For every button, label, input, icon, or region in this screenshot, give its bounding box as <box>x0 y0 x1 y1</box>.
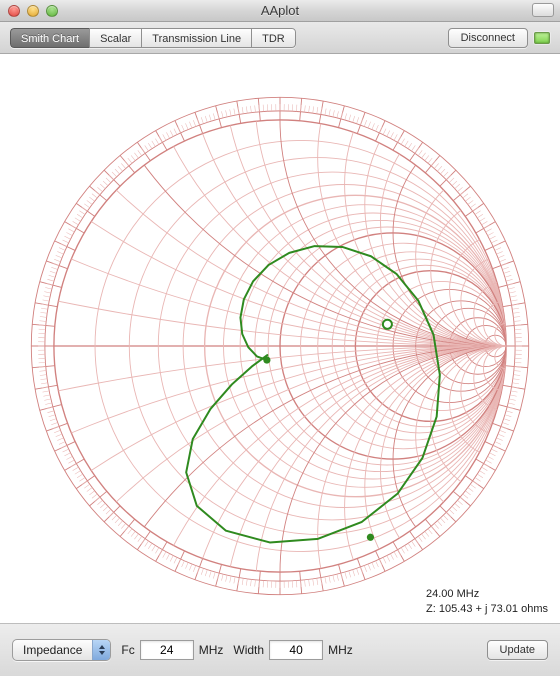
update-button[interactable]: Update <box>487 640 548 660</box>
tab-transmission-line[interactable]: Transmission Line <box>141 28 251 48</box>
window-titlebar: AAplot <box>0 0 560 22</box>
close-icon[interactable] <box>8 5 20 17</box>
controls-bar: Impedance Fc MHz Width MHz Update <box>0 624 560 676</box>
readout-impedance: Z: 105.43 + j 73.01 ohms <box>426 602 548 617</box>
mode-select-label: Impedance <box>13 643 92 657</box>
mode-select[interactable]: Impedance <box>12 639 111 661</box>
window-title: AAplot <box>0 3 560 18</box>
traffic-lights <box>8 5 58 17</box>
fc-unit: MHz <box>199 643 224 657</box>
minimize-icon[interactable] <box>27 5 39 17</box>
smith-chart <box>20 86 540 606</box>
tab-tdr[interactable]: TDR <box>251 28 296 48</box>
readout-block: 24.00 MHz Z: 105.43 + j 73.01 ohms <box>426 587 548 617</box>
readout-frequency: 24.00 MHz <box>426 587 548 602</box>
connection-led-icon <box>534 32 550 44</box>
fc-label: Fc <box>121 643 134 657</box>
view-tabs: Smith Chart Scalar Transmission Line TDR <box>10 28 296 48</box>
toolbar: Smith Chart Scalar Transmission Line TDR… <box>0 22 560 54</box>
chart-canvas-area: 24.00 MHz Z: 105.43 + j 73.01 ohms <box>0 54 560 624</box>
chevron-updown-icon <box>92 640 110 660</box>
width-label: Width <box>233 643 264 657</box>
tab-smith-chart[interactable]: Smith Chart <box>10 28 89 48</box>
zoom-icon[interactable] <box>46 5 58 17</box>
tab-scalar[interactable]: Scalar <box>89 28 141 48</box>
fc-input[interactable] <box>140 640 194 660</box>
width-input[interactable] <box>269 640 323 660</box>
width-unit: MHz <box>328 643 353 657</box>
toolbar-toggle-button[interactable] <box>532 3 554 17</box>
disconnect-button[interactable]: Disconnect <box>448 28 528 48</box>
